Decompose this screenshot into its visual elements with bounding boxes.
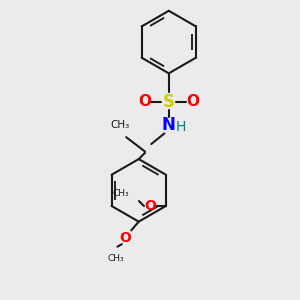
Text: O: O (186, 94, 199, 109)
Text: O: O (139, 94, 152, 109)
Text: CH₃: CH₃ (110, 120, 130, 130)
Text: S: S (163, 92, 175, 110)
Text: H: H (176, 119, 187, 134)
Text: CH₃: CH₃ (112, 190, 129, 199)
Text: O: O (144, 199, 156, 213)
Text: O: O (119, 231, 131, 245)
Text: N: N (162, 116, 176, 134)
Text: CH₃: CH₃ (107, 254, 124, 263)
